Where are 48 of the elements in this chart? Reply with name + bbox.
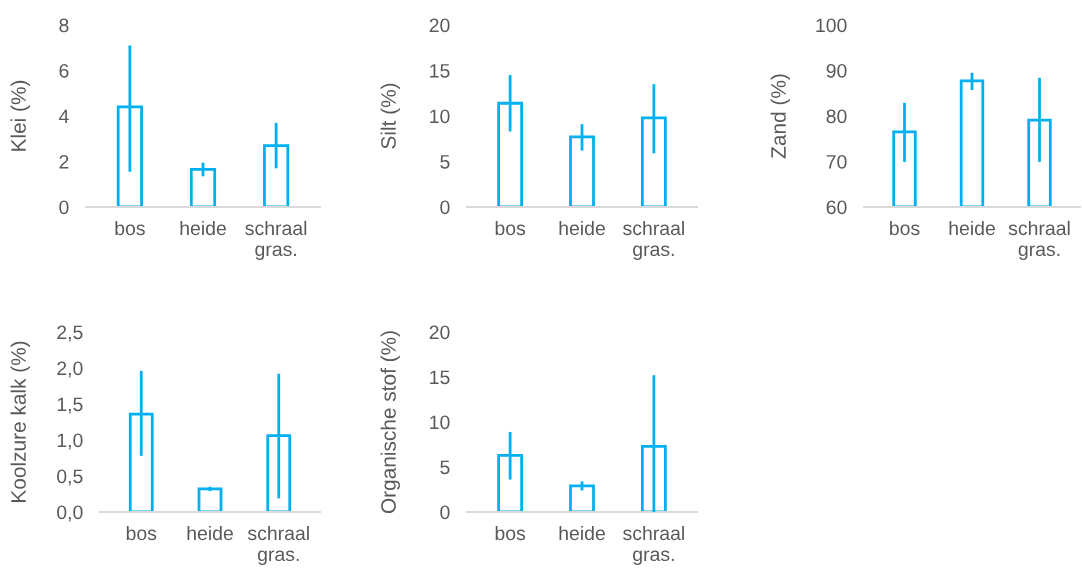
y-tick-label: 2: [59, 154, 69, 169]
y-tick-label: 20: [429, 325, 450, 340]
x-tick-label: heide: [180, 220, 226, 236]
y-tick-label: 4: [58, 109, 69, 124]
y-tick-label: 15: [430, 370, 450, 385]
y-tick-label: 0,5: [57, 469, 83, 486]
y-tick-label: 10: [430, 109, 450, 124]
y-tick-label: 5: [440, 460, 450, 475]
x-tick-label: bos: [115, 220, 145, 236]
y-tick-label: 2,0: [57, 361, 83, 378]
y-axis-title: Koolzure kalk (%): [10, 341, 30, 502]
y-tick-label: 60: [826, 200, 847, 215]
y-tick-label: 5: [440, 155, 450, 169]
y-axis-title: Organische stof (%): [380, 331, 400, 514]
y-tick-label: 8: [59, 18, 69, 33]
y-tick-label: 100: [816, 18, 847, 33]
x-tick-label: heide: [949, 220, 995, 236]
x-tick-label: bos: [495, 525, 526, 541]
y-tick-label: 80: [826, 109, 847, 124]
x-tick-label: schraal gras.: [623, 220, 684, 260]
bar: [197, 487, 223, 512]
y-tick-label: 6: [59, 63, 69, 78]
y-tick-label: 15: [430, 64, 450, 78]
y-axis-title: Silt (%): [380, 83, 400, 149]
bar: [569, 484, 595, 512]
x-tick-label: bos: [890, 220, 920, 236]
y-axis-title: Zand (%): [770, 74, 790, 159]
y-tick-label: 90: [826, 63, 847, 78]
x-tick-label: bos: [495, 220, 526, 236]
y-tick-label: 0: [59, 200, 69, 215]
x-tick-label: schraal gras.: [245, 220, 307, 260]
y-tick-label: 0,0: [57, 505, 83, 522]
x-tick-label: heide: [559, 220, 605, 236]
y-tick-label: 2,5: [57, 325, 83, 342]
x-tick-label: heide: [187, 525, 233, 541]
y-tick-label: 1,5: [57, 397, 83, 414]
x-tick-label: schraal gras.: [1008, 220, 1070, 260]
y-tick-label: 20: [429, 18, 450, 33]
y-tick-label: 1,0: [57, 433, 83, 450]
x-tick-label: heide: [559, 525, 605, 541]
x-tick-label: schraal gras.: [623, 525, 684, 565]
y-axis-title: Klei (%): [10, 80, 30, 151]
y-tick-label: 0: [440, 505, 450, 520]
y-tick-label: 70: [826, 154, 847, 169]
x-tick-label: schraal gras.: [247, 525, 309, 565]
y-tick-label: 0: [440, 200, 450, 215]
y-tick-label: 10: [430, 415, 450, 430]
x-tick-label: bos: [126, 525, 157, 541]
